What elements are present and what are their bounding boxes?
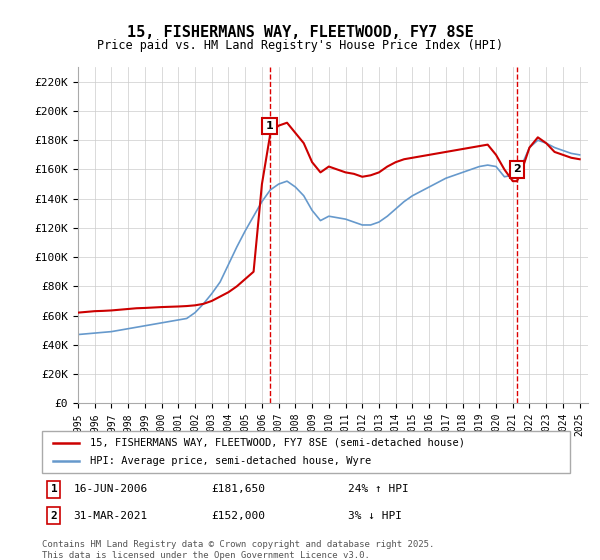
Text: 1: 1 [50,484,57,494]
Text: Price paid vs. HM Land Registry's House Price Index (HPI): Price paid vs. HM Land Registry's House … [97,39,503,52]
FancyBboxPatch shape [42,431,570,473]
Text: £152,000: £152,000 [211,511,265,521]
Text: 15, FISHERMANS WAY, FLEETWOOD, FY7 8SE: 15, FISHERMANS WAY, FLEETWOOD, FY7 8SE [127,25,473,40]
Text: 2: 2 [50,511,57,521]
Text: 16-JUN-2006: 16-JUN-2006 [74,484,148,494]
FancyBboxPatch shape [47,507,61,524]
Text: 24% ↑ HPI: 24% ↑ HPI [348,484,409,494]
Text: 1: 1 [266,121,274,131]
FancyBboxPatch shape [47,481,61,498]
Text: £181,650: £181,650 [211,484,265,494]
Text: 31-MAR-2021: 31-MAR-2021 [74,511,148,521]
Text: HPI: Average price, semi-detached house, Wyre: HPI: Average price, semi-detached house,… [89,456,371,466]
Text: Contains HM Land Registry data © Crown copyright and database right 2025.
This d: Contains HM Land Registry data © Crown c… [42,540,434,560]
Text: 2: 2 [513,165,521,175]
Text: 3% ↓ HPI: 3% ↓ HPI [348,511,402,521]
Text: 15, FISHERMANS WAY, FLEETWOOD, FY7 8SE (semi-detached house): 15, FISHERMANS WAY, FLEETWOOD, FY7 8SE (… [89,438,464,448]
